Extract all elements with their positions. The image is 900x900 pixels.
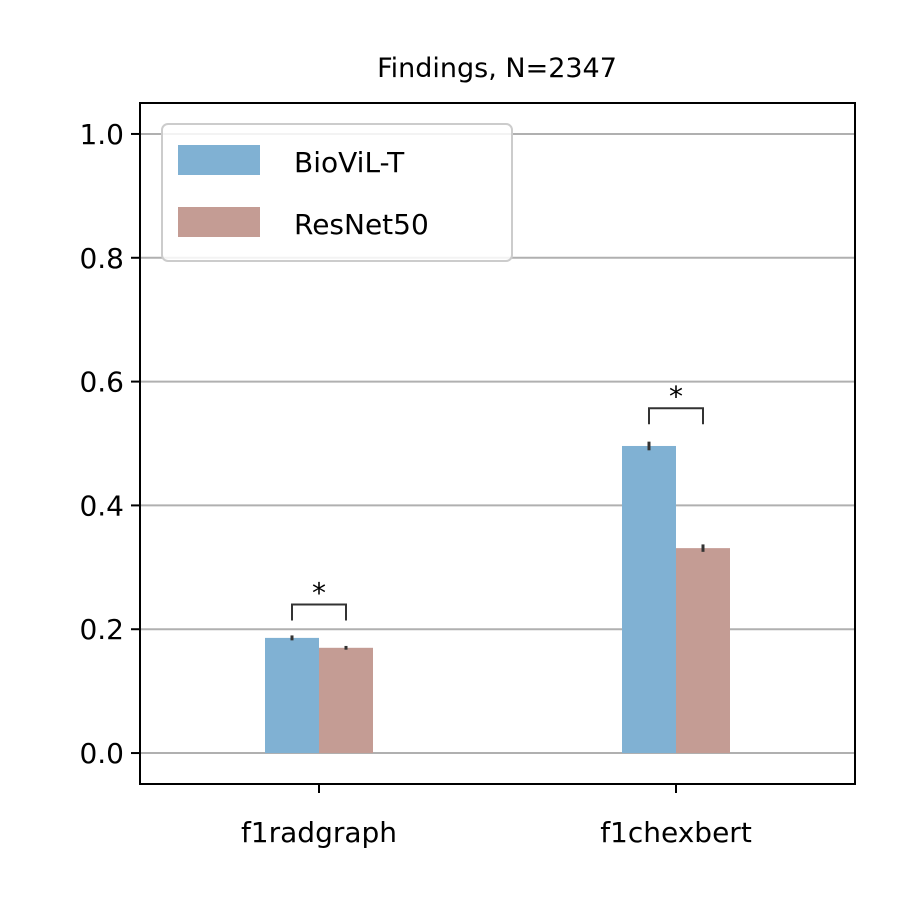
plot-frame	[139, 102, 856, 785]
legend-label: BioViL-T	[294, 146, 405, 179]
x-tick-label: f1radgraph	[241, 816, 397, 849]
significance-bracket	[648, 407, 704, 425]
legend-swatch	[178, 145, 260, 175]
significance-bracket	[291, 603, 347, 621]
significance-star: *	[312, 576, 326, 609]
bars	[265, 441, 730, 754]
legend-swatch	[178, 207, 260, 237]
y-tick-label: 0.6	[79, 366, 124, 399]
significance-markers: **	[291, 380, 704, 621]
bar-resnet50	[676, 548, 730, 754]
y-tick-label: 0.0	[79, 737, 124, 770]
bar-biovil-t	[622, 445, 676, 754]
significance-star: *	[669, 380, 683, 413]
y-tick-label: 0.8	[79, 242, 124, 275]
y-tick-label: 0.2	[79, 613, 124, 646]
legend-label: ResNet50	[294, 208, 429, 241]
bar-biovil-t	[265, 637, 319, 754]
y-tick-label: 0.4	[79, 489, 124, 522]
bar-resnet50	[319, 647, 373, 754]
x-tick-label: f1chexbert	[600, 816, 752, 849]
legend: BioViL-T ResNet50	[161, 123, 513, 262]
chart-title: Findings, N=2347	[377, 53, 617, 84]
axes: 0.0 0.2 0.4 0.6 0.8 1.0 f1radgraph f1chexbert	[79, 118, 751, 849]
y-tick-label: 1.0	[79, 118, 124, 151]
